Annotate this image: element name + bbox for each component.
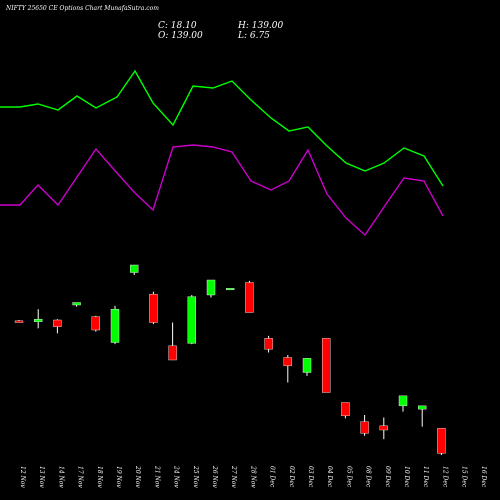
candle-down xyxy=(14,320,24,323)
close-value: C: 18.10 xyxy=(158,21,197,31)
x-tick-label: 16 Dec xyxy=(480,466,487,488)
x-tick-label: 12 Dec xyxy=(441,466,448,488)
x-tick-label: 15 Dec xyxy=(461,466,468,488)
candle-down xyxy=(283,357,292,367)
x-tick-label: 04 Dec xyxy=(326,466,333,488)
candle-down xyxy=(245,282,254,313)
high-value: H: 139.00 xyxy=(238,21,284,31)
x-tick-label: 11 Dec xyxy=(422,466,429,488)
x-tick-label: 20 Nov xyxy=(134,465,141,488)
x-tick-label: 10 Dec xyxy=(403,466,410,488)
candle-up xyxy=(302,358,312,373)
x-tick-label: 17 Nov xyxy=(77,466,84,488)
candle-up xyxy=(34,318,43,322)
candle-down xyxy=(149,293,158,323)
x-tick-label: 08 Dec xyxy=(365,466,372,488)
green-indicator-line xyxy=(0,69,444,187)
candle-up xyxy=(129,264,139,273)
candle-down xyxy=(437,428,446,454)
candles-group xyxy=(14,264,446,455)
candle-down xyxy=(53,319,62,327)
x-tick-label: 03 Dec xyxy=(307,466,314,488)
x-tick-label: 09 Dec xyxy=(384,466,391,488)
x-tick-label: 26 Nov xyxy=(211,465,218,488)
x-tick-label: 24 Nov xyxy=(173,465,180,488)
x-tick-label: 13 Nov xyxy=(38,466,45,488)
x-tick-label: 28 Nov xyxy=(249,465,256,488)
x-tick-label: 21 Nov xyxy=(153,465,160,488)
x-tick-label: 18 Nov xyxy=(96,466,103,488)
magenta-indicator-line xyxy=(0,144,444,237)
x-tick-label: 12 Nov xyxy=(19,466,26,488)
candle-up xyxy=(418,405,427,410)
candle-down xyxy=(379,425,388,431)
candle-up xyxy=(72,302,81,306)
x-tick-label: 27 Nov xyxy=(230,465,237,488)
candle-down xyxy=(168,345,177,361)
x-tick-label: 01 Dec xyxy=(269,466,276,488)
x-tick-label: 19 Nov xyxy=(115,466,122,488)
x-tick-label: 25 Nov xyxy=(192,465,199,488)
x-tick-label: 05 Dec xyxy=(345,466,352,488)
x-axis-labels: 12 Nov 13 Nov 14 Nov 17 Nov 18 Nov 19 Nov 20 N… xyxy=(19,465,487,488)
candle-up xyxy=(225,288,235,291)
low-value: L: 6.75 xyxy=(238,31,270,41)
candle-down xyxy=(360,421,369,434)
candle-down xyxy=(341,402,350,417)
candle-down xyxy=(91,316,101,331)
candle-up xyxy=(206,279,216,296)
x-tick-label: 02 Dec xyxy=(288,466,295,488)
chart-title: NIFTY 25650 CE Options Chart MunafaSutra… xyxy=(6,5,159,12)
x-tick-label: 14 Nov xyxy=(57,466,64,488)
candle-up xyxy=(110,308,120,343)
candle-up xyxy=(398,395,408,407)
open-value: O: 139.00 xyxy=(158,31,203,41)
candle-down xyxy=(322,338,331,393)
candle-down xyxy=(264,338,273,350)
candle-up xyxy=(187,296,197,344)
